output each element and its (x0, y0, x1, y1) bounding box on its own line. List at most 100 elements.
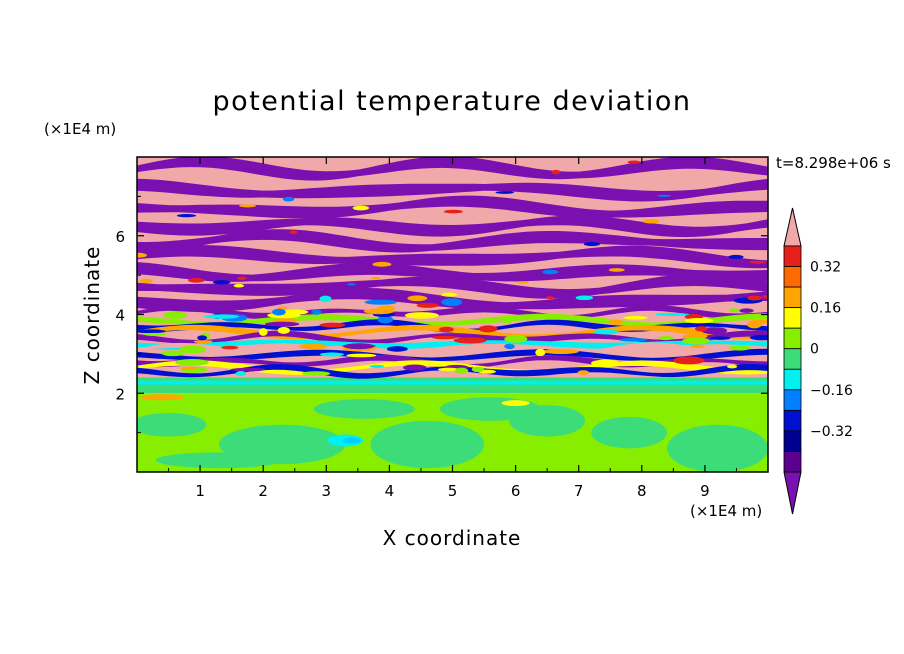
field-eddy (264, 321, 300, 327)
field-eddy (471, 366, 485, 373)
colorbar-label: −0.16 (810, 383, 853, 399)
field-eddy (728, 308, 740, 313)
field-eddy (213, 280, 231, 285)
field-eddy (176, 214, 197, 218)
field-eddy (193, 340, 213, 344)
field-eddy (137, 329, 167, 334)
field-eddy (235, 370, 247, 376)
field-eddy (728, 254, 744, 259)
field-eddy (684, 317, 714, 324)
field-band-turbulent (137, 364, 768, 379)
time-label: t=8.298e+06 s (776, 154, 891, 172)
field-eddy (237, 276, 247, 281)
field-eddy (230, 367, 266, 372)
colorbar-segment (783, 409, 802, 432)
field-patch (342, 437, 361, 444)
field-patch (370, 420, 485, 469)
x-axis-unit: (×1E4 m) (690, 502, 763, 520)
colorbar-segment (783, 348, 802, 370)
field-patch (313, 399, 415, 419)
field-band-purple (137, 215, 768, 238)
y-tick-label: 4 (115, 307, 125, 325)
field-eddy (478, 325, 498, 333)
field-eddy (369, 364, 385, 368)
field-eddy (726, 364, 738, 369)
field-eddy (575, 295, 594, 301)
field-band-purple (137, 157, 768, 181)
field-eddy (618, 338, 648, 342)
field-eddy (386, 346, 408, 352)
field-eddy (319, 295, 332, 303)
field-eddy (453, 337, 487, 344)
field-eddy (319, 322, 346, 328)
field-eddy (221, 345, 239, 350)
field-eddy (311, 309, 322, 315)
field-patch (439, 397, 541, 421)
field-eddy (501, 320, 513, 324)
field-eddy (672, 356, 705, 365)
field-eddy (658, 335, 674, 341)
field-eddy (403, 364, 427, 371)
field-eddy (441, 298, 463, 307)
field-eddy (416, 302, 439, 308)
field-eddy (627, 160, 641, 164)
field-eddy (747, 320, 762, 329)
x-tick-label: 3 (322, 482, 332, 500)
field-eddy (188, 278, 205, 283)
field-eddy (441, 292, 458, 297)
field-eddy (710, 336, 731, 340)
x-tick-label: 4 (385, 482, 395, 500)
field-eddy (608, 268, 625, 272)
field-eddy (551, 169, 561, 175)
y-tick-label: 2 (115, 385, 125, 403)
field-eddy (289, 230, 298, 235)
colorbar-label: −0.32 (810, 424, 853, 440)
field-band-turbulent (137, 330, 768, 346)
field-eddy (495, 191, 514, 194)
plot-area (137, 157, 768, 472)
field-eddy (343, 343, 375, 350)
field-eddy (542, 269, 559, 275)
field-eddy (163, 311, 187, 319)
field-patch (501, 400, 530, 407)
field-eddy (682, 337, 710, 345)
field-eddy (161, 350, 185, 357)
field-band-purple (137, 229, 768, 254)
chart-title: potential temperature deviation (212, 86, 692, 117)
field-eddy (282, 309, 309, 315)
field-eddy (298, 343, 328, 350)
field-eddy (204, 314, 240, 319)
field-patch (591, 416, 668, 449)
colorbar-extend-min (783, 471, 802, 515)
colorbar-label: 0 (810, 342, 819, 358)
field-eddy (197, 335, 208, 341)
x-tick-label: 7 (574, 482, 584, 500)
colorbar-segment (783, 327, 802, 350)
field-eddy (139, 278, 153, 283)
field-inversion (137, 377, 768, 394)
field-eddy (437, 367, 460, 372)
field-eddy (747, 295, 763, 301)
colorbar-label: 0.32 (810, 260, 841, 276)
field-eddy (623, 315, 648, 320)
x-tick-label: 2 (258, 482, 268, 500)
colorbar-label: 0.16 (810, 301, 841, 317)
field-eddy (749, 334, 768, 341)
field-eddy (363, 308, 395, 315)
field-eddy (233, 283, 245, 288)
field-eddy (272, 308, 286, 316)
x-tick-label: 6 (511, 482, 521, 500)
colorbar-segment (783, 307, 802, 329)
field-eddy (504, 335, 528, 343)
field-eddy (282, 196, 295, 202)
field-eddy (258, 328, 268, 336)
field-patch (667, 424, 768, 472)
field-eddy (593, 329, 619, 335)
field-eddy (319, 352, 344, 357)
field-band-purple (137, 245, 768, 269)
field-eddy (277, 327, 290, 334)
field-patch (140, 394, 185, 401)
field-eddy (143, 332, 167, 336)
field-eddy (656, 194, 672, 197)
field-eddy (179, 345, 207, 354)
